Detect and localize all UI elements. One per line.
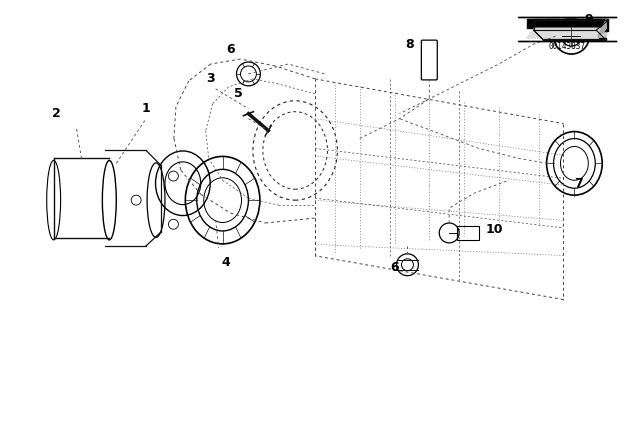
- Text: 5: 5: [234, 87, 243, 100]
- Text: 3: 3: [206, 73, 215, 86]
- Text: 9: 9: [584, 13, 593, 26]
- Text: 4: 4: [221, 256, 230, 269]
- Polygon shape: [534, 19, 608, 31]
- Polygon shape: [534, 30, 606, 40]
- Polygon shape: [543, 19, 608, 38]
- Polygon shape: [527, 19, 606, 28]
- Polygon shape: [598, 19, 606, 38]
- Polygon shape: [543, 38, 606, 40]
- Polygon shape: [534, 20, 608, 30]
- Text: 10: 10: [485, 224, 502, 237]
- Polygon shape: [527, 28, 606, 38]
- Text: 2: 2: [52, 107, 61, 120]
- Text: 00143837: 00143837: [549, 42, 586, 51]
- Polygon shape: [534, 20, 596, 37]
- Text: 7: 7: [574, 177, 583, 190]
- Text: 6: 6: [390, 261, 399, 274]
- Bar: [457, 226, 479, 240]
- Text: 8: 8: [405, 38, 413, 51]
- Text: 6: 6: [227, 43, 235, 56]
- Polygon shape: [534, 20, 608, 30]
- Text: 1: 1: [141, 102, 150, 115]
